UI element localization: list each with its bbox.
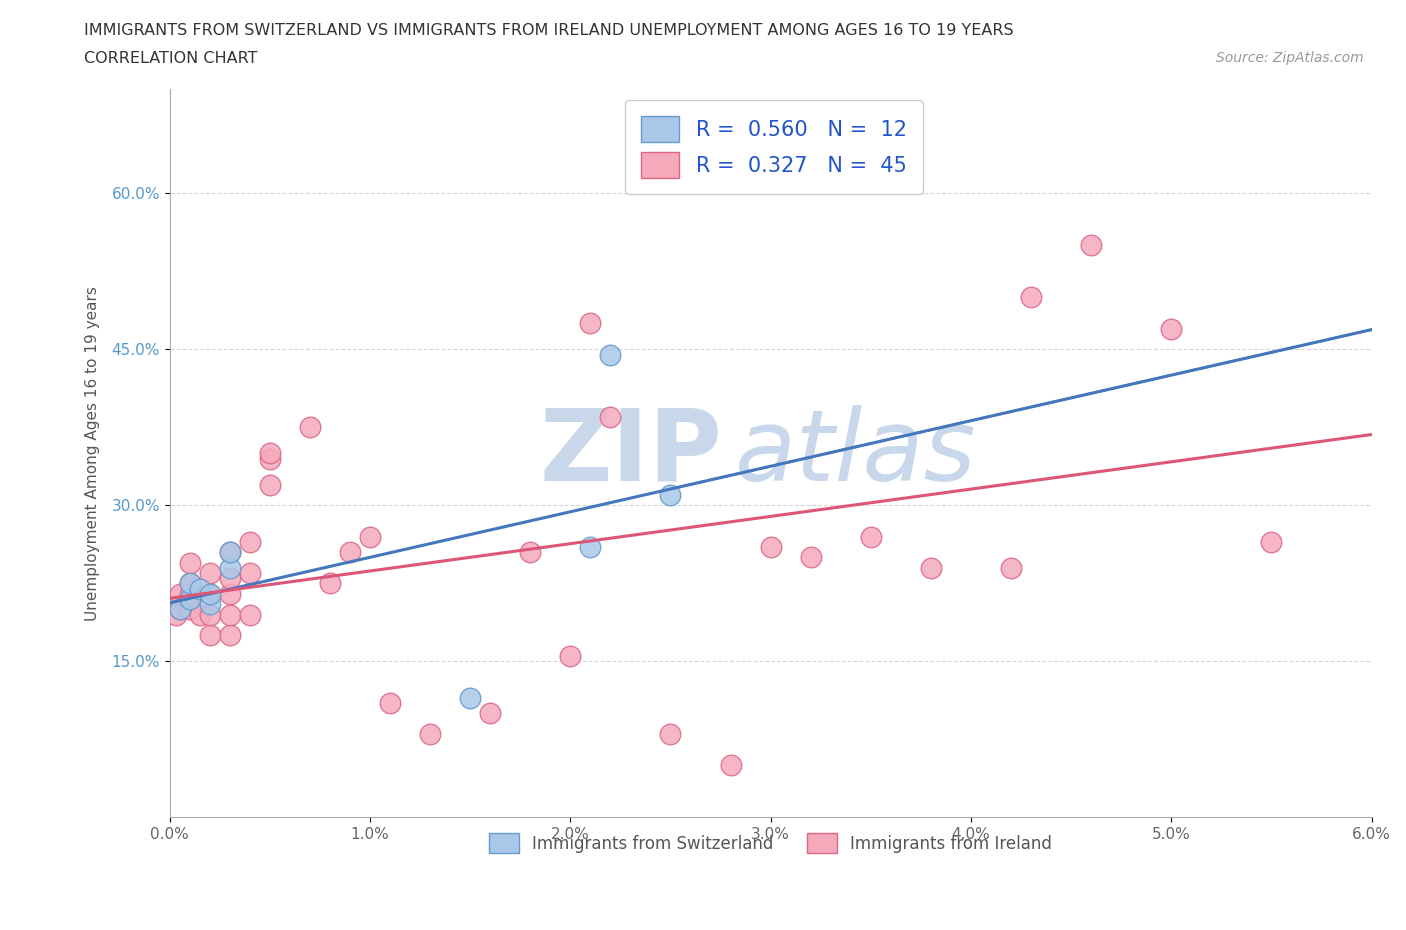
Text: IMMIGRANTS FROM SWITZERLAND VS IMMIGRANTS FROM IRELAND UNEMPLOYMENT AMONG AGES 1: IMMIGRANTS FROM SWITZERLAND VS IMMIGRANT…: [84, 23, 1014, 38]
Point: [599, 409, 621, 424]
Point: [169, 586, 191, 601]
Point: [259, 446, 281, 461]
Point: [720, 758, 742, 773]
Point: [218, 561, 240, 576]
Text: atlas: atlas: [734, 405, 976, 502]
Point: [198, 597, 221, 612]
Point: [259, 477, 281, 492]
Point: [458, 690, 481, 705]
Point: [859, 529, 882, 544]
Point: [920, 561, 942, 576]
Point: [1000, 561, 1022, 576]
Point: [1019, 290, 1042, 305]
Point: [198, 586, 221, 601]
Point: [378, 696, 401, 711]
Point: [298, 420, 321, 435]
Point: [239, 607, 262, 622]
Point: [179, 576, 201, 591]
Point: [1260, 535, 1282, 550]
Point: [339, 545, 361, 560]
Point: [560, 649, 582, 664]
Point: [198, 586, 221, 601]
Point: [179, 602, 201, 617]
Point: [579, 316, 602, 331]
Point: [218, 607, 240, 622]
Point: [419, 726, 441, 741]
Point: [319, 576, 342, 591]
Point: [198, 607, 221, 622]
Point: [188, 607, 211, 622]
Point: [1080, 238, 1102, 253]
Point: [179, 576, 201, 591]
Point: [239, 565, 262, 580]
Point: [259, 451, 281, 466]
Point: [359, 529, 381, 544]
Legend: Immigrants from Switzerland, Immigrants from Ireland: Immigrants from Switzerland, Immigrants …: [482, 827, 1059, 860]
Y-axis label: Unemployment Among Ages 16 to 19 years: Unemployment Among Ages 16 to 19 years: [86, 286, 100, 621]
Point: [218, 586, 240, 601]
Point: [165, 607, 187, 622]
Text: Source: ZipAtlas.com: Source: ZipAtlas.com: [1216, 51, 1364, 65]
Point: [1160, 321, 1182, 336]
Point: [479, 706, 502, 721]
Point: [659, 726, 682, 741]
Point: [188, 581, 211, 596]
Point: [198, 565, 221, 580]
Point: [179, 586, 201, 601]
Point: [218, 545, 240, 560]
Point: [218, 545, 240, 560]
Text: CORRELATION CHART: CORRELATION CHART: [84, 51, 257, 66]
Point: [519, 545, 541, 560]
Point: [218, 628, 240, 643]
Point: [659, 487, 682, 502]
Point: [759, 539, 782, 554]
Point: [800, 550, 823, 565]
Point: [599, 347, 621, 362]
Point: [218, 571, 240, 586]
Point: [198, 628, 221, 643]
Point: [239, 535, 262, 550]
Point: [579, 539, 602, 554]
Text: ZIP: ZIP: [540, 405, 723, 502]
Point: [169, 602, 191, 617]
Point: [179, 555, 201, 570]
Point: [169, 602, 191, 617]
Point: [179, 591, 201, 606]
